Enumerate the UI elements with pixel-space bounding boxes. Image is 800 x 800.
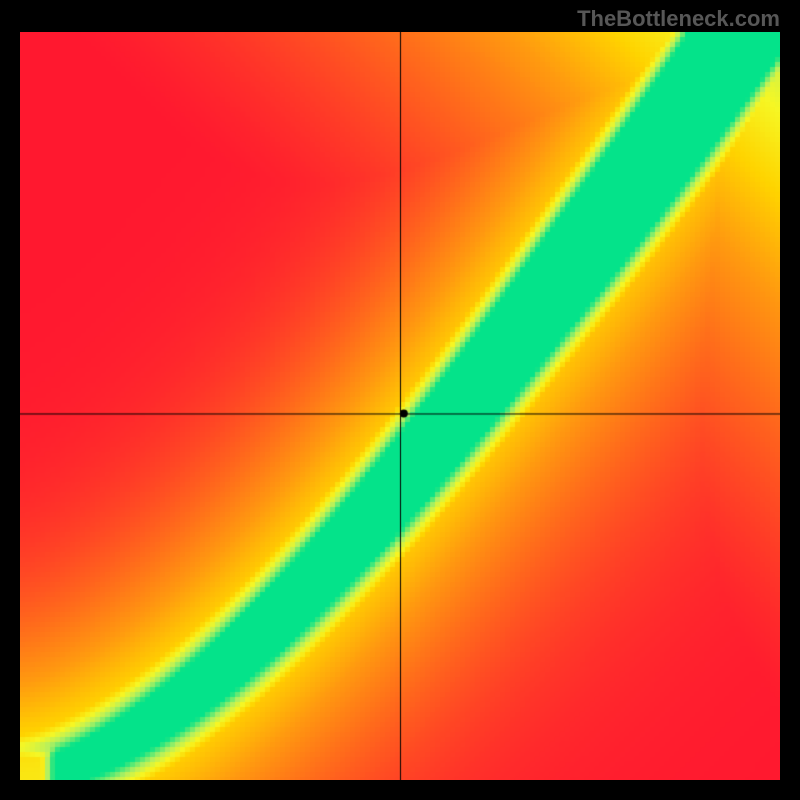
bottleneck-heatmap xyxy=(20,32,780,780)
watermark-text: TheBottleneck.com xyxy=(577,6,780,32)
chart-container: { "watermark": { "text": "TheBottleneck.… xyxy=(0,0,800,800)
